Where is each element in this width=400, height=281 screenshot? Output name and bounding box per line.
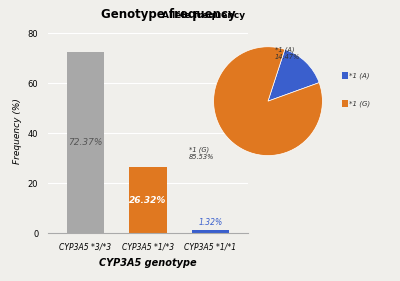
Text: *1 (A)
14.47%: *1 (A) 14.47%: [275, 47, 300, 60]
Text: *1 (G): *1 (G): [349, 101, 370, 107]
Text: 72.37%: 72.37%: [68, 138, 103, 147]
Bar: [67, 52, 104, 233]
Text: 1.32%: 1.32%: [198, 218, 223, 227]
Y-axis label: Frequency (%): Frequency (%): [13, 98, 22, 164]
Text: Allele frequency: Allele frequency: [162, 11, 245, 20]
Bar: [129, 167, 167, 233]
Text: 26.32%: 26.32%: [129, 196, 167, 205]
Text: *1 (A): *1 (A): [349, 72, 370, 79]
Text: Genotype frequency: Genotype frequency: [101, 8, 235, 21]
Wedge shape: [268, 49, 319, 101]
X-axis label: CYP3A5 genotype: CYP3A5 genotype: [99, 257, 197, 268]
Wedge shape: [214, 47, 322, 156]
Bar: [192, 230, 229, 233]
Text: *1 (G)
85.53%: *1 (G) 85.53%: [189, 146, 214, 160]
